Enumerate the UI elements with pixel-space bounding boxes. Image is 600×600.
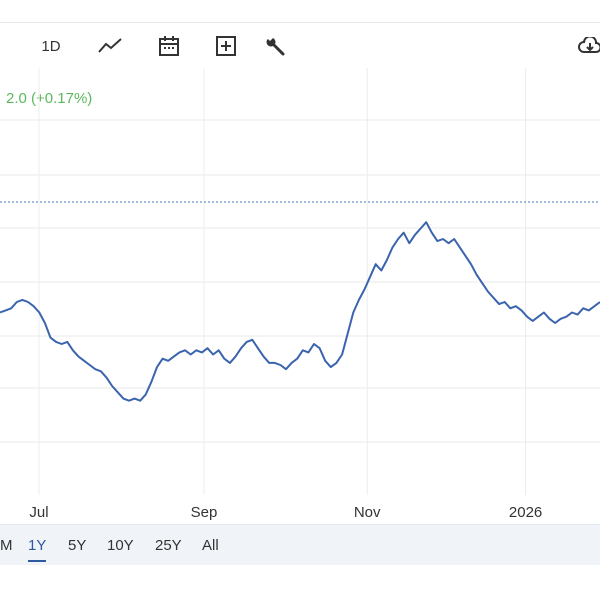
range-1y-button[interactable]: 1Y [28,537,47,562]
line-chart-button[interactable] [96,33,124,59]
download-button[interactable] [578,33,600,59]
wrench-icon [266,38,285,56]
settings-button[interactable] [262,33,288,59]
period-1d-label: 1D [41,37,61,55]
line-chart-icon [98,38,122,53]
range-10y-button[interactable]: 10Y [107,537,134,554]
price-change: 2.0 (+0.17%) [6,90,93,107]
cloud-download-icon [578,37,600,53]
x-tick-label: Nov [354,504,381,521]
x-tick-label: Jul [29,504,48,521]
price-chart: Jul Sep Nov 2026 [0,68,600,521]
range-all-button[interactable]: All [202,537,219,554]
x-axis: Jul Sep Nov 2026 [29,504,542,521]
period-1d-button[interactable]: 1D [36,33,66,59]
add-box-icon [216,36,236,56]
price-series-line [0,221,600,402]
calendar-icon [159,36,179,56]
x-tick-label: Sep [191,504,218,521]
chart-toolbar: 1D [0,22,600,69]
range-selector: M 1Y 5Y 10Y 25Y All [0,524,600,565]
calendar-button[interactable] [156,33,182,59]
chart-grid [0,68,600,495]
range-25y-button[interactable]: 25Y [155,537,182,554]
x-tick-label: 2026 [509,504,542,521]
range-5y-button[interactable]: 5Y [68,537,87,554]
range-m-button[interactable]: M [0,537,13,554]
add-indicator-button[interactable] [214,33,238,59]
